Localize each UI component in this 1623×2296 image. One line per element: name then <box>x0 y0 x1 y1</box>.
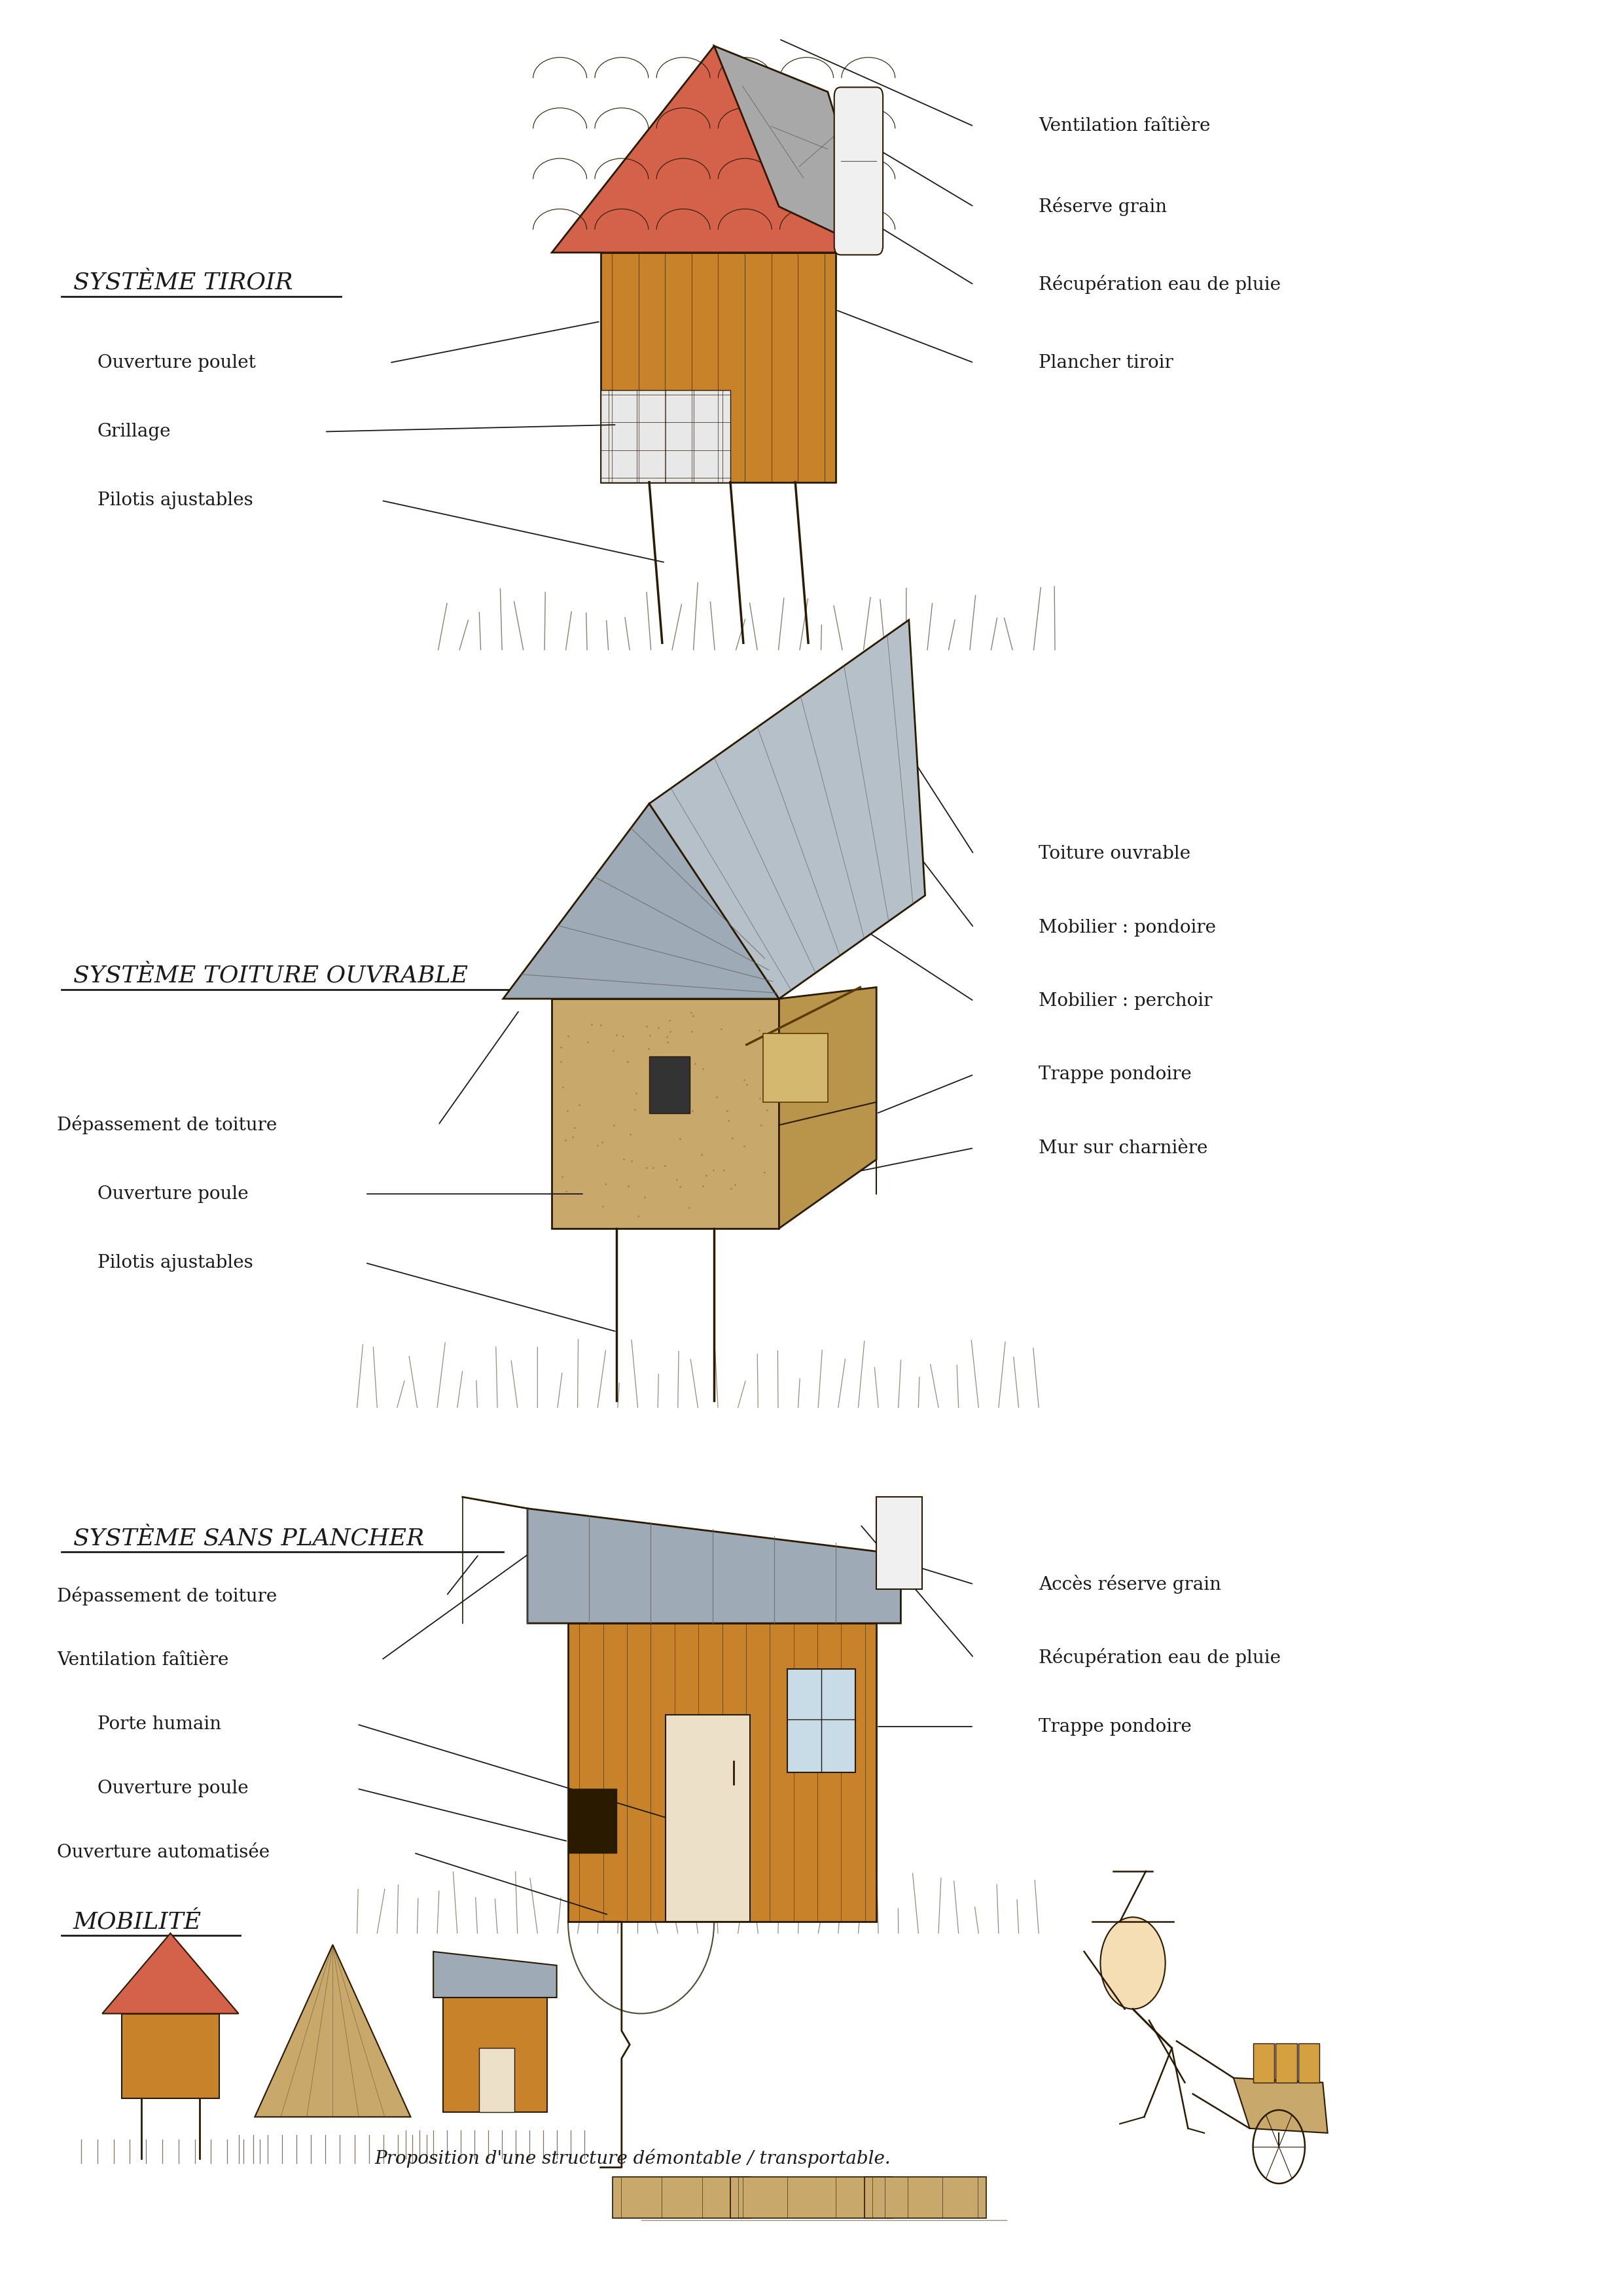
Polygon shape <box>779 987 876 1228</box>
Polygon shape <box>714 46 876 253</box>
Text: Pilotis ajustables: Pilotis ajustables <box>97 1254 253 1272</box>
Text: Récupération eau de pluie: Récupération eau de pluie <box>1039 1649 1281 1667</box>
Polygon shape <box>552 999 779 1228</box>
Polygon shape <box>552 46 876 253</box>
Polygon shape <box>730 2177 893 2218</box>
Polygon shape <box>1233 2078 1328 2133</box>
Polygon shape <box>255 1945 411 2117</box>
FancyBboxPatch shape <box>787 1669 855 1773</box>
Text: Récupération eau de pluie: Récupération eau de pluie <box>1039 276 1281 294</box>
Polygon shape <box>649 620 925 999</box>
Text: Ventilation faîtière: Ventilation faîtière <box>1039 117 1211 135</box>
FancyBboxPatch shape <box>763 1033 828 1102</box>
Text: Trappe pondoire: Trappe pondoire <box>1039 1065 1191 1084</box>
FancyBboxPatch shape <box>876 1497 922 1589</box>
Text: Pilotis ajustables: Pilotis ajustables <box>97 491 253 510</box>
Text: SYSTÈME TOITURE OUVRABLE: SYSTÈME TOITURE OUVRABLE <box>73 964 467 987</box>
Circle shape <box>1100 1917 1165 2009</box>
Text: Plancher tiroir: Plancher tiroir <box>1039 354 1173 372</box>
Polygon shape <box>102 1933 239 2014</box>
Text: Accès réserve grain: Accès réserve grain <box>1039 1575 1222 1593</box>
Polygon shape <box>503 804 779 999</box>
FancyBboxPatch shape <box>834 87 883 255</box>
Text: Grillage: Grillage <box>97 422 170 441</box>
Polygon shape <box>613 2177 750 2218</box>
Text: Toiture ouvrable: Toiture ouvrable <box>1039 845 1191 863</box>
Polygon shape <box>122 2014 219 2099</box>
Polygon shape <box>568 1623 876 1922</box>
Text: Ouverture automatisée: Ouverture automatisée <box>57 1844 269 1862</box>
Text: Trappe pondoire: Trappe pondoire <box>1039 1717 1191 1736</box>
Polygon shape <box>1298 2043 1319 2082</box>
Text: Dépassement de toiture: Dépassement de toiture <box>57 1116 278 1134</box>
Polygon shape <box>1276 2043 1297 2082</box>
Text: Ouverture poule: Ouverture poule <box>97 1185 248 1203</box>
Polygon shape <box>433 1952 557 1998</box>
Text: Dépassement de toiture: Dépassement de toiture <box>57 1587 278 1605</box>
Text: Porte humain: Porte humain <box>97 1715 221 1733</box>
Polygon shape <box>863 2177 985 2218</box>
FancyBboxPatch shape <box>479 2048 514 2112</box>
Text: Mobilier : pondoire: Mobilier : pondoire <box>1039 918 1216 937</box>
Text: Mur sur charnière: Mur sur charnière <box>1039 1139 1208 1157</box>
FancyBboxPatch shape <box>568 1789 617 1853</box>
FancyBboxPatch shape <box>649 1056 690 1114</box>
Polygon shape <box>527 1508 901 1623</box>
Text: Réserve grain: Réserve grain <box>1039 197 1167 216</box>
Text: Ouverture poule: Ouverture poule <box>97 1779 248 1798</box>
Text: SYSTÈME TIROIR: SYSTÈME TIROIR <box>73 271 292 294</box>
Polygon shape <box>1253 2043 1274 2082</box>
Text: Proposition d'une structure démontable / transportable.: Proposition d'une structure démontable /… <box>375 2149 891 2167</box>
Text: Ouverture poulet: Ouverture poulet <box>97 354 255 372</box>
Text: MOBILITÉ: MOBILITÉ <box>73 1910 201 1933</box>
FancyBboxPatch shape <box>665 1715 750 1922</box>
Polygon shape <box>443 1998 547 2112</box>
Text: SYSTÈME SANS PLANCHER: SYSTÈME SANS PLANCHER <box>73 1527 424 1550</box>
Text: Ventilation faîtière: Ventilation faîtière <box>57 1651 229 1669</box>
Polygon shape <box>601 390 730 482</box>
Text: Mobilier : perchoir: Mobilier : perchoir <box>1039 992 1212 1010</box>
Polygon shape <box>601 253 836 482</box>
